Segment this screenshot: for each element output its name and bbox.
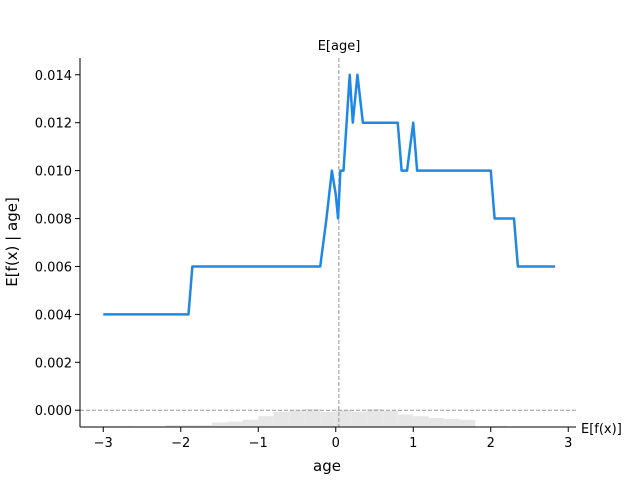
x-tick-label: −3 bbox=[94, 436, 113, 451]
y-tick-label: 0.010 bbox=[35, 165, 72, 180]
x-tick-label: 0 bbox=[332, 436, 340, 451]
histogram-bar bbox=[304, 409, 321, 427]
histogram-bar bbox=[459, 419, 476, 427]
histogram-bar bbox=[320, 411, 336, 427]
axes bbox=[79, 58, 576, 428]
histogram-bar bbox=[227, 421, 243, 427]
histogram-bar bbox=[335, 409, 352, 427]
histogram-bar bbox=[242, 419, 259, 427]
histogram-bar bbox=[382, 410, 398, 427]
reference-lines bbox=[80, 58, 576, 427]
dependence-line bbox=[103, 73, 556, 316]
y-axis-label: E[f(x) | age] bbox=[3, 197, 21, 287]
y-tick-label: 0.004 bbox=[35, 308, 72, 323]
histogram-bar bbox=[211, 422, 228, 427]
histogram-bar bbox=[428, 418, 445, 427]
x-tick-label: −2 bbox=[171, 436, 190, 451]
y-tick-label: 0.006 bbox=[35, 260, 72, 275]
x-axis-label: age bbox=[313, 457, 341, 475]
x-tick-label: 1 bbox=[409, 436, 417, 451]
dependence-series bbox=[103, 73, 556, 316]
x-tick-label: 2 bbox=[487, 436, 495, 451]
histogram-bar bbox=[273, 411, 290, 427]
y-ticks: 0.000 0.002 0.004 0.006 0.008 0.010 0.012 0.014 bbox=[35, 69, 80, 419]
histogram-bar bbox=[413, 416, 429, 427]
histogram-bar bbox=[397, 414, 414, 427]
histogram-bar bbox=[351, 411, 367, 427]
y-tick-label: 0.002 bbox=[35, 356, 72, 371]
histogram-bar bbox=[366, 409, 383, 427]
histogram-bar bbox=[180, 425, 197, 427]
histogram-bar bbox=[258, 416, 274, 427]
histogram-bar bbox=[165, 425, 181, 427]
histogram-bar bbox=[289, 409, 305, 427]
x-ticks: −3 −2 −1 0 1 2 3 bbox=[94, 427, 572, 451]
y-tick-label: 0.012 bbox=[35, 117, 72, 132]
expected-output-label: E[f(x)] bbox=[581, 422, 622, 437]
y-tick-label: 0.000 bbox=[35, 404, 72, 419]
histogram-bar bbox=[444, 418, 460, 427]
histogram-bar bbox=[196, 425, 212, 427]
y-tick-label: 0.008 bbox=[35, 213, 72, 228]
y-tick-label: 0.014 bbox=[35, 69, 72, 84]
expected-feature-label: E[age] bbox=[318, 39, 361, 54]
histogram bbox=[103, 409, 507, 427]
x-tick-label: 3 bbox=[564, 436, 572, 451]
x-tick-label: −1 bbox=[249, 436, 268, 451]
